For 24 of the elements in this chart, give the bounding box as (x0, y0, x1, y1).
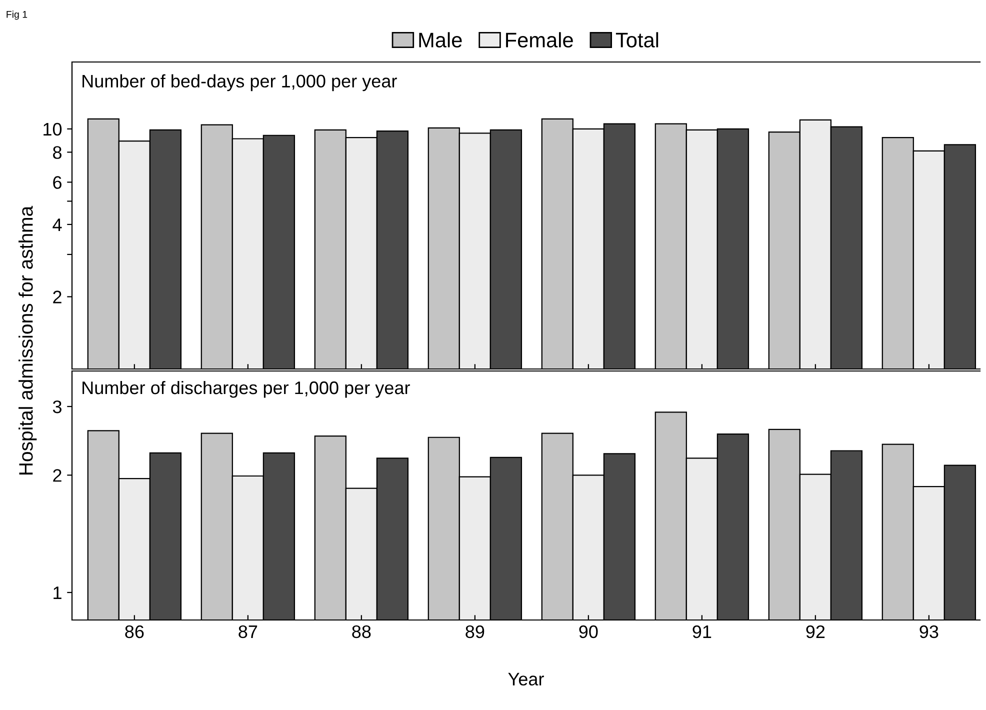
y-tick-label: 10 (44, 122, 62, 136)
x-tick-label: 92 (806, 625, 825, 638)
y-tick-label: 3 (52, 400, 62, 414)
legend-label: Male (419, 32, 462, 48)
text: Number of bed-days per 1,000 per year (82, 74, 397, 92)
text: Number of discharges per 1,000 per year (82, 380, 410, 398)
x-tick-label: 89 (466, 625, 484, 638)
x-tick-label: 93 (920, 625, 938, 638)
x-tick-label: 88 (352, 625, 371, 638)
legend-label: Total (616, 32, 658, 48)
caption: Fig 1 (6, 10, 28, 20)
x-tick-label: 86 (125, 625, 144, 638)
y-axis-title: Hospital admissions for asthma (18, 206, 37, 474)
y-tick-label: 2 (53, 469, 62, 482)
x-tick-label: 90 (579, 625, 598, 638)
x-tick-label: 91 (692, 625, 712, 638)
legend-label: Female (506, 32, 573, 48)
y-tick-label: 2 (53, 290, 62, 304)
y-tick-label: 8 (53, 146, 62, 159)
y-tick-label: 4 (52, 218, 62, 231)
x-tick-label: 87 (238, 625, 258, 638)
y-tick-label: 6 (53, 176, 62, 189)
y-tick-label: 1 (54, 586, 62, 600)
x-axis-title: Year (508, 672, 544, 686)
